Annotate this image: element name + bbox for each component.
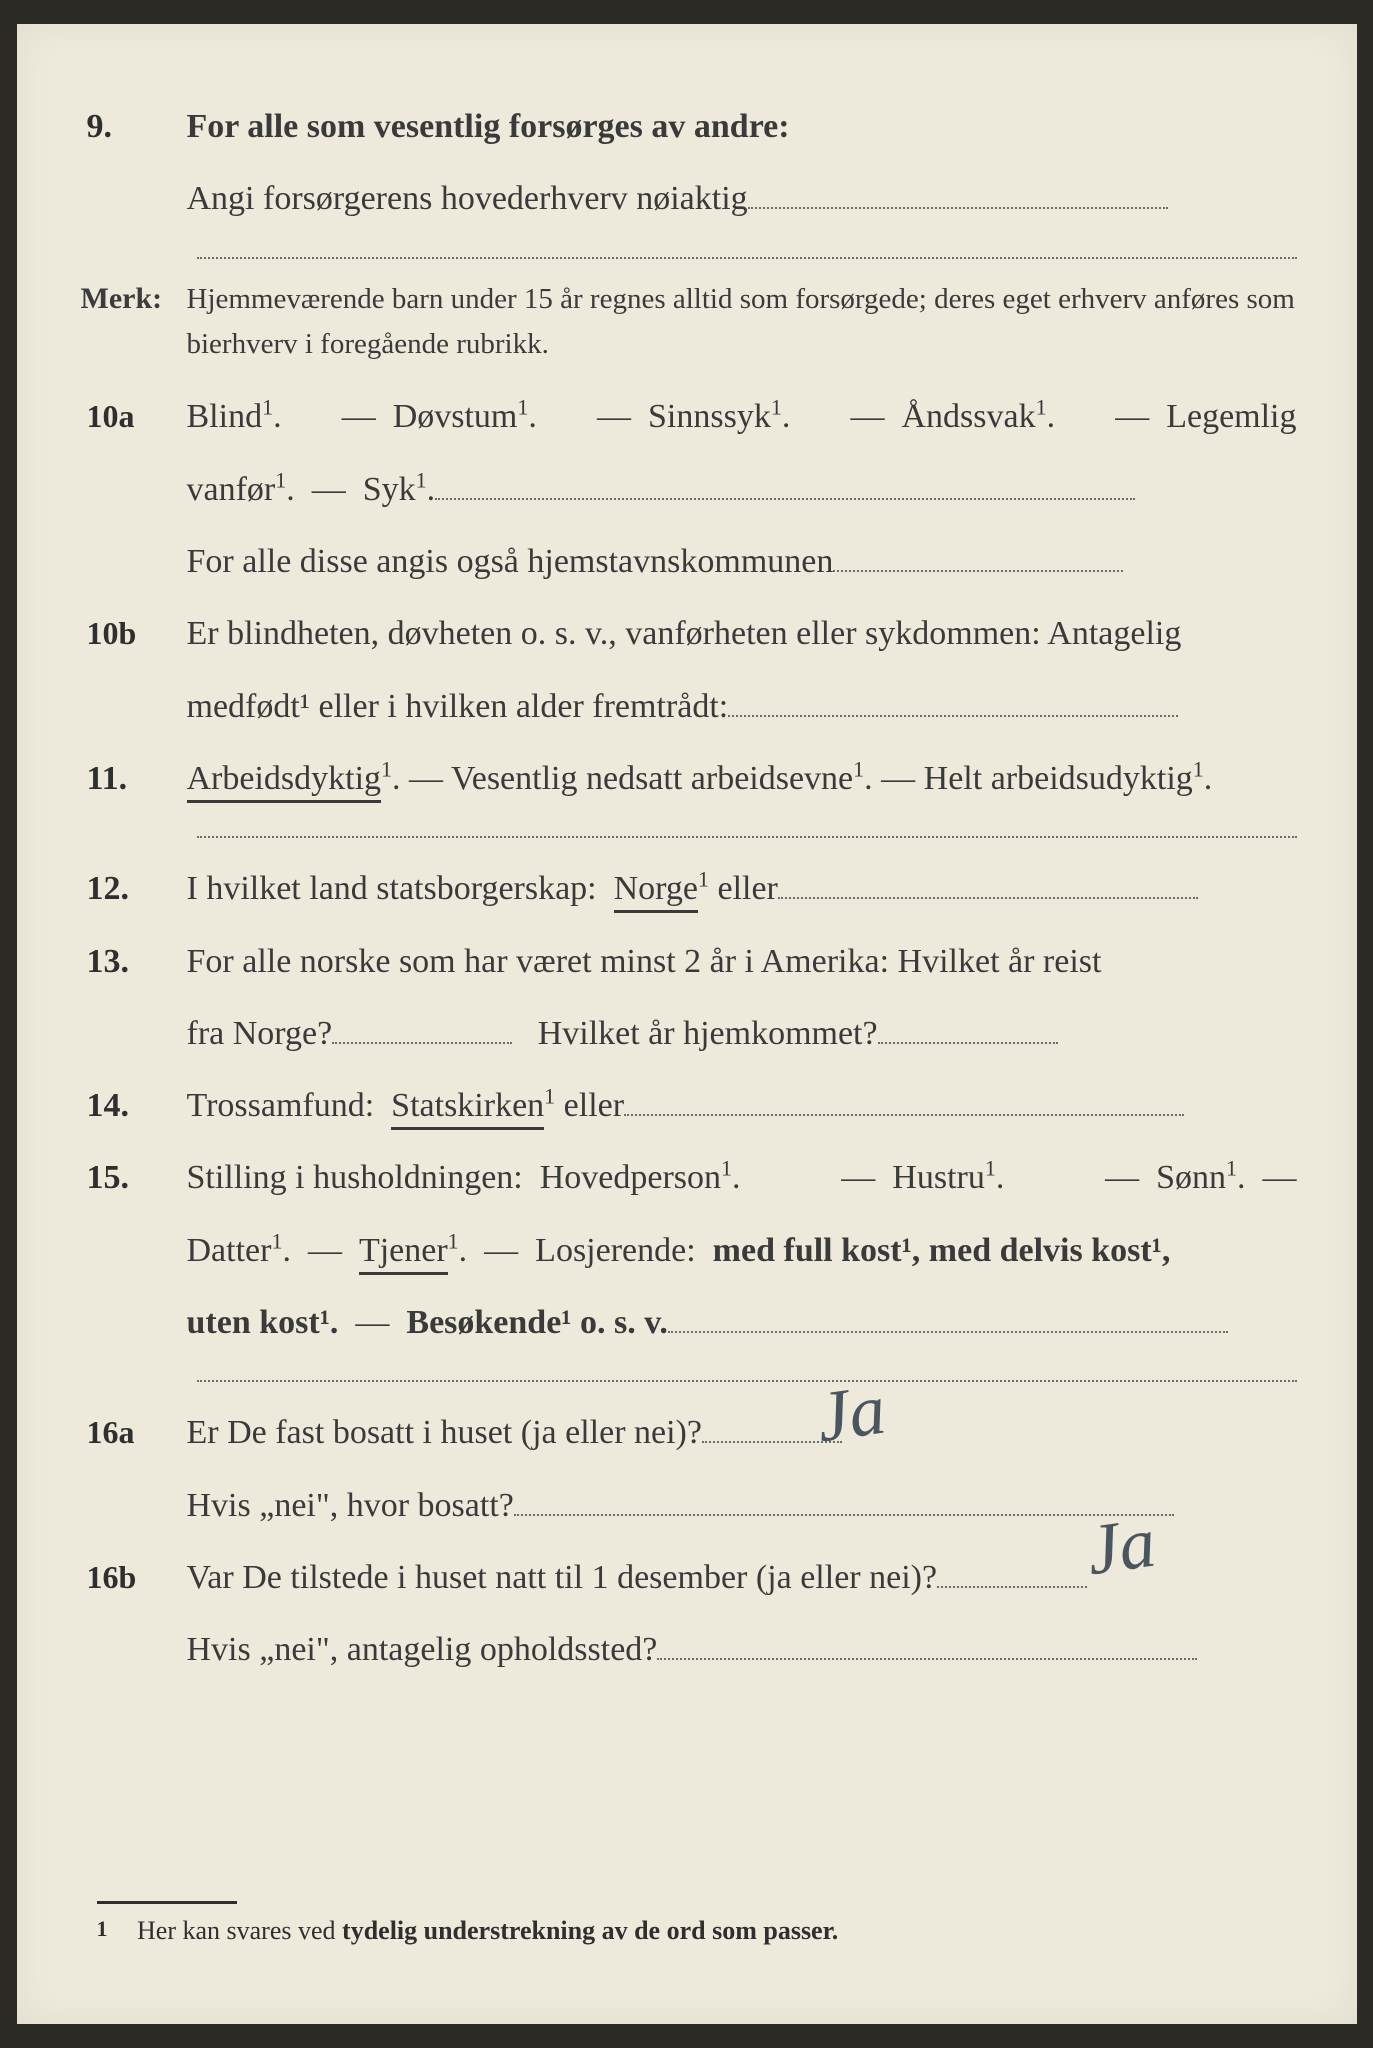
q16b-row1: 16b Var De tilstede i huset natt til 1 d… (77, 1545, 1297, 1611)
q14-opt: Statskirken (391, 1087, 544, 1130)
q10a-row2: vanfør1. — Syk1. (77, 457, 1297, 523)
q16a-answer: Ja (811, 1368, 890, 1460)
q15-row2: Datter1. — Tjener1. — Losjerende: med fu… (77, 1218, 1297, 1284)
q10a-opts: Blind1. — Døvstum1. — Sinnssyk1. — Åndss… (187, 384, 1297, 450)
q10b-row1: 10b Er blindheten, døvheten o. s. v., va… (77, 601, 1297, 667)
q15-tjener: Tjener (359, 1232, 448, 1275)
q9-row1: 9. For alle som vesentlig forsørges av a… (77, 94, 1297, 160)
q15-row1: 15. Stilling i husholdningen: Hovedperso… (77, 1145, 1297, 1211)
q11-fill-line (197, 836, 1297, 838)
q13-row2: fra Norge? Hvilket år hjemkommet? (77, 1001, 1297, 1067)
footnote-rule (97, 1901, 237, 1904)
q16a-row1: 16a Er De fast bosatt i huset (ja eller … (77, 1400, 1297, 1466)
q9-fill-line (197, 257, 1297, 259)
q10b-row2: medfødt¹ eller i hvilken alder fremtrådt… (77, 674, 1297, 740)
q16a-num: 16a (77, 1414, 187, 1451)
q9-heading: For alle som vesentlig forsørges av andr… (187, 94, 1297, 160)
q10b-line1: Er blindheten, døvheten o. s. v., vanfør… (187, 601, 1297, 667)
q15-fill-line (197, 1380, 1297, 1382)
q12-row: 12. I hvilket land statsborgerskap: Norg… (77, 856, 1297, 922)
q15-row3: uten kost¹. — Besøkende¹ o. s. v. (77, 1290, 1297, 1356)
q15-num: 15. (77, 1159, 187, 1197)
q10a-row1: 10a Blind1. — Døvstum1. — Sinnssyk1. — Å… (77, 384, 1297, 450)
merk-row: Merk: Hjemmeværende barn under 15 år reg… (77, 277, 1297, 367)
merk-label: Merk: (77, 282, 187, 316)
q9-line: Angi forsørgerens hovederhverv nøiaktig (187, 166, 1297, 232)
q11-row: 11. Arbeidsdyktig1. — Vesentlig nedsatt … (77, 746, 1297, 812)
q10a-row3: For alle disse angis også hjemstavnskomm… (77, 529, 1297, 595)
q16b-num: 16b (77, 1559, 187, 1596)
q13-line1: For alle norske som har været minst 2 år… (187, 929, 1297, 995)
q12-opt: Norge (614, 870, 698, 913)
q10b-num: 10b (77, 615, 187, 652)
q16b-row2: Hvis „nei", antagelig opholdssted? (77, 1617, 1297, 1683)
q16b-answer: Ja (1081, 1501, 1160, 1593)
q14-num: 14. (77, 1087, 187, 1125)
census-form-page: 9. For alle som vesentlig forsørges av a… (17, 24, 1357, 2024)
q9-num: 9. (77, 108, 187, 146)
q14-row: 14. Trossamfund: Statskirken1 eller (77, 1073, 1297, 1139)
q13-row1: 13. For alle norske som har været minst … (77, 929, 1297, 995)
q10a-num: 10a (77, 398, 187, 435)
q9-row2: Angi forsørgerens hovederhverv nøiaktig (77, 166, 1297, 232)
q12-num: 12. (77, 870, 187, 908)
footnote: 1 Her kan svares ved tydelig understrekn… (97, 1916, 839, 1946)
q11-num: 11. (77, 760, 187, 798)
merk-text: Hjemmeværende barn under 15 år regnes al… (187, 277, 1297, 367)
footnote-num: 1 (97, 1916, 131, 1942)
q13-num: 13. (77, 943, 187, 981)
q11-opt1: Arbeidsdyktig (187, 760, 382, 803)
